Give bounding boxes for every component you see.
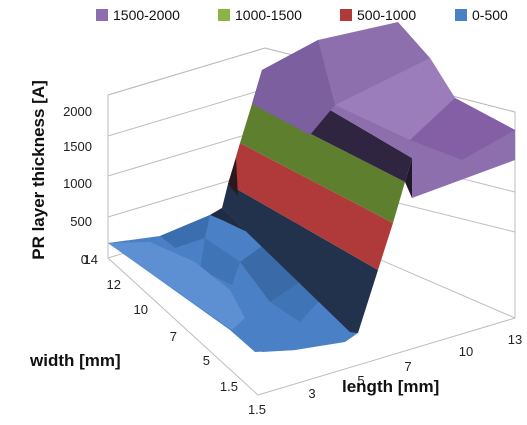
length-tick-1.5: 1.5 [248, 402, 266, 417]
surface-high-edge [405, 158, 412, 198]
surface-low-shade-4 [270, 282, 320, 322]
z-tick-0: 0 [81, 252, 88, 267]
z-tick-1500: 1500 [63, 139, 92, 154]
length-tick-7: 7 [404, 359, 411, 374]
length-axis-line [257, 317, 516, 396]
surface-wall-500-1000-shade [228, 158, 238, 196]
surface-wall-500-1000 [228, 143, 393, 270]
width-tick-12: 12 [107, 277, 121, 292]
surface-high-shade-3 [410, 98, 515, 160]
legend-swatch-1500-2000 [96, 9, 108, 21]
legend-swatch-500-1000 [340, 9, 352, 21]
surface-wall-1000-1500 [240, 104, 405, 223]
z-axis-ticks: 2000 1500 1000 500 0 [63, 104, 92, 267]
legend-swatch-0-500 [455, 9, 467, 21]
legend-swatch-1000-1500 [218, 9, 230, 21]
surface-wall-0-500-b [222, 184, 378, 333]
width-tick-10: 10 [134, 302, 148, 317]
legend-label-500-1000: 500-1000 [357, 7, 416, 23]
surface-low-highlight [108, 242, 245, 330]
length-axis-title: length [mm] [342, 377, 439, 396]
legend-label-1500-2000: 1500-2000 [113, 7, 180, 23]
axis-lines [107, 257, 516, 396]
z-tick-1000: 1000 [63, 176, 92, 191]
length-axis-ticks: 1.5 3 5 7 10 13 [248, 332, 522, 417]
width-axis-line [107, 257, 259, 396]
legend-label-0-500: 0-500 [472, 7, 508, 23]
surface-high-shade-2 [335, 58, 455, 140]
z-tick-2000: 2000 [63, 104, 92, 119]
z-tick-500: 500 [70, 214, 92, 229]
surface-low-shade-3 [240, 242, 300, 302]
length-tick-10: 10 [459, 344, 473, 359]
width-axis-title: width [mm] [29, 351, 121, 370]
surface-low-shade-5 [255, 318, 318, 352]
width-tick-7: 7 [170, 329, 177, 344]
width-tick-1.5: 1.5 [220, 379, 238, 394]
z-axis-title: PR layer thickness [A] [29, 80, 48, 260]
length-tick-3: 3 [308, 386, 315, 401]
width-tick-5: 5 [203, 353, 210, 368]
width-tick-14: 14 [84, 252, 98, 267]
length-tick-13: 13 [508, 332, 522, 347]
legend: 1500-2000 1000-1500 500-1000 0-500 [96, 7, 508, 23]
length-tick-5: 5 [357, 373, 364, 388]
surface [108, 22, 515, 352]
surface-low-shade-2 [200, 238, 240, 285]
surface-low-shade-1 [160, 215, 210, 248]
legend-label-1000-1500: 1000-1500 [235, 7, 302, 23]
width-axis-ticks: 14 12 10 7 5 1.5 [84, 252, 238, 394]
surface-high-shade-1 [252, 40, 335, 135]
